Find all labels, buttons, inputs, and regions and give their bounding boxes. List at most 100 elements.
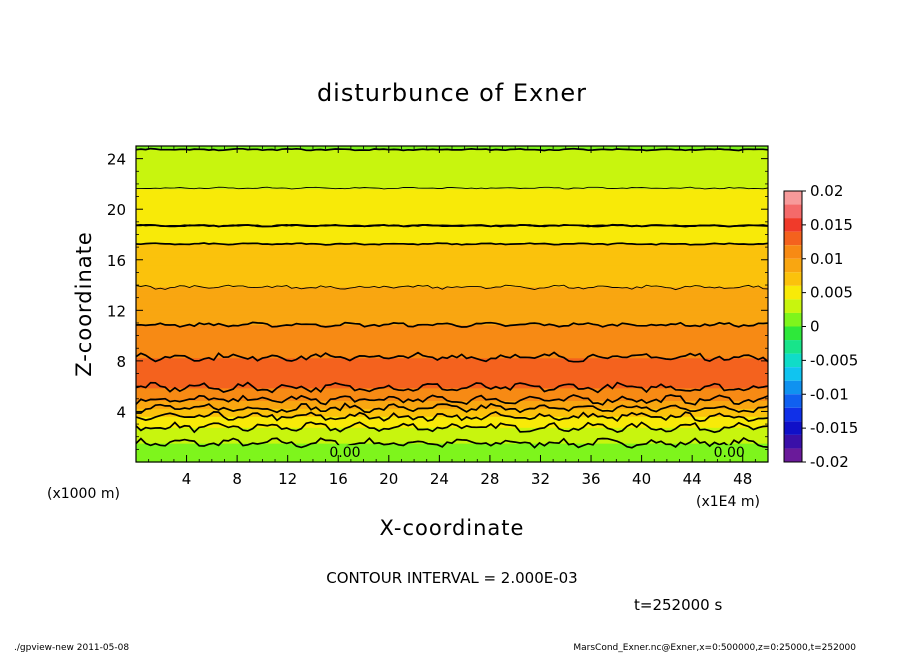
colorbar-swatch — [784, 245, 802, 259]
fill-band — [136, 220, 768, 223]
contour-line — [135, 351, 769, 363]
x-tick-label: 44 — [683, 470, 702, 488]
colorbar-swatch — [784, 421, 802, 435]
fill-band — [136, 313, 768, 316]
fill-band — [136, 291, 768, 294]
fill-band — [136, 370, 768, 373]
fill-band — [136, 262, 768, 266]
fill-band — [136, 430, 768, 433]
colorbar-swatch — [784, 218, 802, 232]
fill-band — [136, 229, 768, 232]
fill-band — [136, 394, 768, 397]
fill-band — [136, 384, 768, 387]
fill-band — [136, 368, 768, 371]
colorbar-tick-label: 0.01 — [810, 250, 843, 268]
fill-band — [136, 327, 768, 330]
fill-band — [136, 379, 768, 383]
fill-band — [136, 206, 768, 209]
fill-band — [136, 335, 768, 338]
fill-band — [136, 223, 768, 226]
fill-band — [136, 182, 768, 185]
fill-band — [136, 169, 768, 172]
fill-band — [136, 395, 768, 398]
fill-band — [136, 231, 768, 234]
fill-band — [136, 455, 768, 458]
x-tick-label: 16 — [329, 470, 348, 488]
colorbar-swatch — [784, 367, 802, 381]
fill-band — [136, 248, 768, 251]
x-scale-note: (x1E4 m) — [696, 494, 760, 510]
contour-line — [136, 402, 769, 414]
fill-band — [136, 315, 768, 318]
contour-line — [135, 242, 769, 246]
fill-band — [136, 176, 768, 179]
fill-band — [136, 427, 768, 430]
fill-band — [136, 305, 768, 308]
fill-band — [136, 321, 768, 324]
fill-band — [136, 153, 768, 157]
contour-line — [135, 186, 769, 190]
fill-band — [136, 285, 768, 288]
fill-band — [136, 373, 768, 376]
fill-band — [136, 258, 768, 261]
fill-band — [136, 160, 768, 163]
colorbar — [783, 190, 803, 463]
colorbar-swatch — [784, 340, 802, 354]
contour-label: 0.00 — [714, 445, 745, 461]
fill-band — [136, 199, 768, 202]
fill-band — [136, 310, 768, 313]
fill-band — [136, 161, 768, 164]
fill-band — [136, 164, 768, 168]
fill-band — [136, 256, 768, 259]
fill-band — [136, 201, 768, 204]
colorbar-swatch — [784, 272, 802, 286]
fill-band — [136, 406, 768, 409]
fill-band — [136, 341, 768, 345]
fill-band — [136, 359, 768, 362]
fill-band — [136, 425, 768, 428]
fill-band — [136, 307, 768, 310]
y-tick-label: 24 — [107, 151, 126, 169]
fill-band — [136, 398, 768, 401]
fill-band — [136, 319, 768, 322]
fill-band — [136, 228, 768, 231]
fill-band — [136, 417, 768, 420]
fill-band — [136, 283, 768, 286]
fill-band — [136, 308, 768, 311]
fill-band — [136, 174, 768, 177]
fill-band — [136, 247, 768, 250]
x-tick-label: 24 — [430, 470, 449, 488]
fill-band — [136, 217, 768, 220]
fill-band — [136, 172, 768, 176]
x-tick-label: 36 — [581, 470, 600, 488]
fill-band — [136, 334, 768, 337]
y-tick-label: 12 — [107, 302, 126, 320]
fill-band — [136, 438, 768, 441]
fill-band — [136, 190, 768, 193]
fill-band — [136, 259, 768, 262]
fill-band — [136, 278, 768, 281]
contour-line — [135, 410, 769, 423]
fill-band — [136, 237, 768, 240]
fill-band — [136, 242, 768, 245]
fill-band — [136, 420, 768, 424]
colorbar-swatch — [784, 191, 802, 205]
fill-band — [136, 337, 768, 340]
contour-label-bg — [327, 445, 366, 460]
fill-band — [136, 277, 768, 280]
y-tick-label: 16 — [107, 252, 126, 270]
colorbar-tick-label: 0.015 — [810, 216, 853, 234]
fill-band — [136, 457, 768, 460]
fill-band — [136, 280, 768, 283]
colorbar-swatch — [784, 448, 802, 462]
fill-band — [136, 185, 768, 188]
fill-band — [136, 171, 768, 174]
fill-band — [136, 273, 768, 277]
contour-lines — [135, 147, 769, 449]
colorbar-swatch — [784, 326, 802, 341]
fill-band — [136, 269, 768, 272]
y-tick-label: 4 — [116, 403, 126, 421]
fill-band — [136, 264, 768, 267]
colorbar-swatch — [784, 231, 802, 246]
contour-line — [135, 284, 769, 291]
